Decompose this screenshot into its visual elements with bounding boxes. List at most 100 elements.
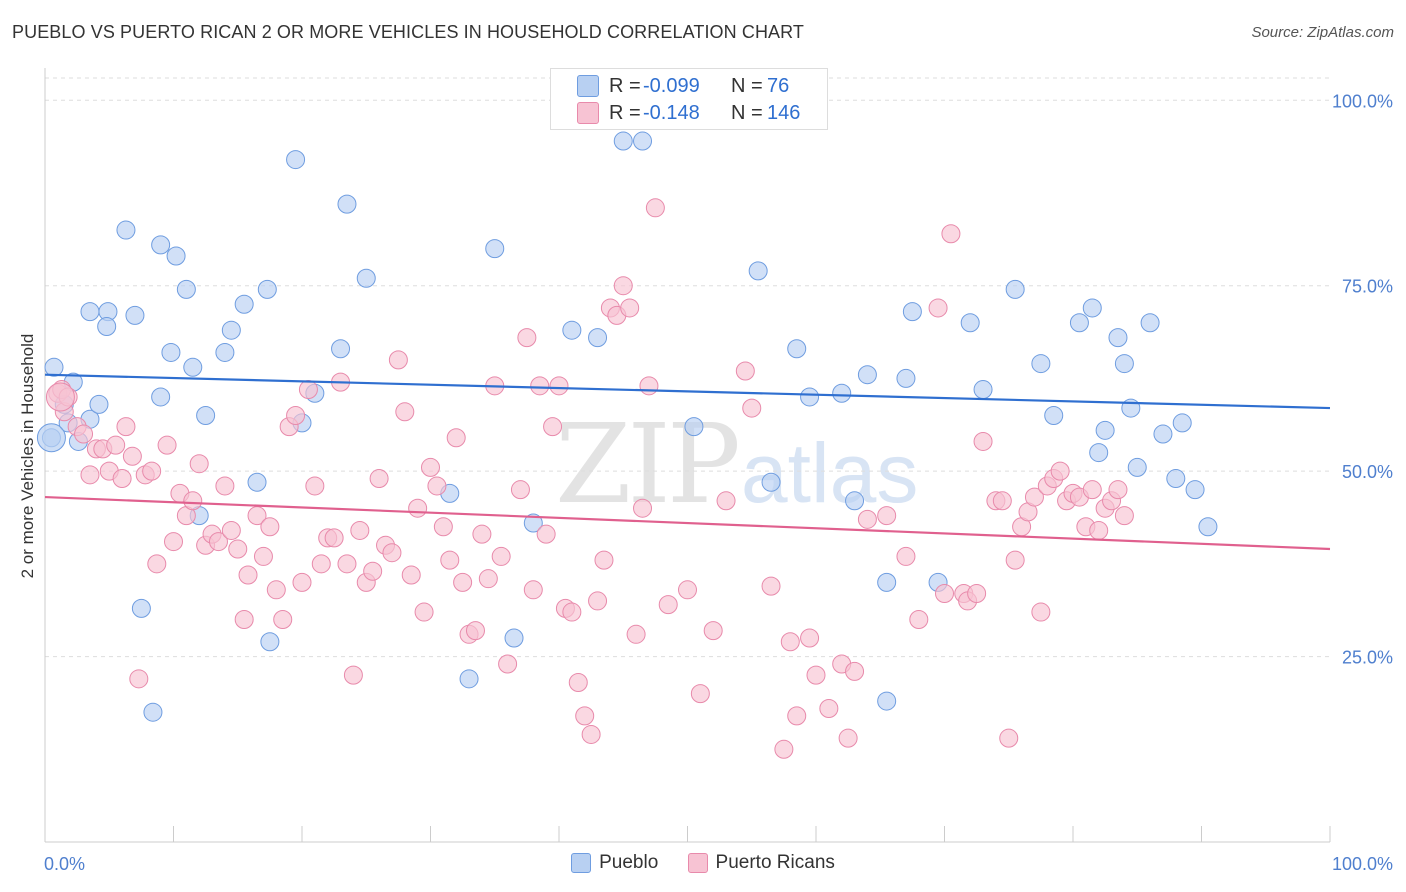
puerto-ricans-point (594, 550, 614, 570)
puerto-ricans-point (536, 524, 556, 544)
puerto-ricans-point (122, 446, 142, 466)
tick-labels: 100.0% 75.0% 50.0% 25.0% 0.0% 100.0% (44, 91, 1393, 874)
pueblo-point (337, 194, 357, 214)
n-value: 76 (767, 74, 790, 97)
puerto-ricans-point (806, 665, 826, 685)
puerto-ricans-point (363, 561, 383, 581)
pueblo-point (1127, 457, 1147, 477)
puerto-ricans-point-large (45, 382, 75, 412)
puerto-ricans-point (414, 602, 434, 622)
x-tick-label: 0.0% (44, 854, 85, 874)
pueblo-point (1140, 313, 1160, 333)
pueblo-point (356, 268, 376, 288)
puerto-ricans-point (116, 417, 136, 437)
puerto-ricans-point (568, 673, 588, 693)
puerto-ricans-point (440, 550, 460, 570)
n-label: N = (731, 74, 763, 97)
y-tick-label: 75.0% (1342, 277, 1393, 297)
puerto-ricans-point (388, 350, 408, 370)
puerto-ricans-point (633, 498, 653, 518)
series-puerto-ricans (45, 198, 1134, 759)
puerto-ricans-point (472, 524, 492, 544)
x-tick-label: 100.0% (1332, 854, 1393, 874)
puerto-ricans-point (324, 528, 344, 548)
pueblo-point (116, 220, 136, 240)
puerto-ricans-point (465, 621, 485, 641)
legend-label-puerto-ricans: Puerto Ricans (715, 852, 835, 873)
puerto-ricans-point (935, 584, 954, 604)
puerto-ricans-point (703, 621, 723, 641)
puerto-ricans-point (1050, 461, 1070, 481)
puerto-ricans-point (453, 572, 473, 592)
pueblo-point (143, 702, 163, 722)
puerto-ricans-point (787, 706, 807, 726)
pueblo-point (331, 339, 351, 359)
puerto-ricans-point (543, 417, 563, 437)
puerto-ricans-point (620, 298, 640, 318)
puerto-ricans-point (421, 457, 440, 477)
puerto-ricans-point (395, 402, 415, 422)
pueblo-point (151, 387, 171, 407)
legend-item-pueblo[interactable]: Pueblo (571, 852, 658, 874)
puerto-ricans-point (967, 584, 987, 604)
pueblo-point (247, 472, 267, 492)
y-tick-label: 100.0% (1332, 91, 1393, 111)
pueblo-point (176, 279, 196, 299)
puerto-ricans-point (382, 543, 402, 563)
pueblo-point (257, 279, 277, 299)
puerto-ricans-point (523, 580, 543, 600)
puerto-ricans-point (645, 198, 665, 218)
pueblo-point (485, 239, 505, 259)
puerto-ricans-point (774, 739, 794, 759)
pueblo-point (832, 383, 852, 403)
puerto-ricans-point (549, 376, 569, 396)
puerto-ricans-point (106, 435, 126, 455)
puerto-ricans-point (510, 480, 530, 500)
pueblo-point (504, 628, 524, 648)
puerto-ricans-swatch (577, 102, 599, 124)
pueblo-point (260, 632, 280, 652)
pueblo-point (196, 405, 216, 425)
puerto-ricans-point (690, 684, 710, 704)
puerto-ricans-point (311, 554, 331, 574)
puerto-ricans-point (639, 376, 659, 396)
pueblo-point (44, 357, 64, 377)
pueblo-point (902, 302, 922, 322)
puerto-ricans-point (401, 565, 421, 585)
puerto-ricans-point (369, 469, 389, 489)
puerto-ricans-point (337, 554, 357, 574)
puerto-ricans-point (189, 454, 209, 474)
pueblo-point (857, 365, 877, 385)
pueblo-point (1185, 480, 1205, 500)
legend-item-puerto-ricans[interactable]: Puerto Ricans (687, 852, 835, 874)
pueblo-point (845, 491, 865, 511)
pueblo-point (166, 246, 186, 266)
chart-title: PUEBLO VS PUERTO RICAN 2 OR MORE VEHICLE… (12, 22, 805, 42)
puerto-ricans-point (658, 595, 678, 615)
puerto-ricans-point (221, 520, 241, 540)
puerto-ricans-point (343, 665, 363, 685)
pueblo-point (896, 368, 916, 388)
n-value: 146 (767, 101, 801, 124)
puerto-ricans-point (575, 706, 595, 726)
puerto-ricans-point (208, 532, 228, 552)
puerto-ricans-point (780, 632, 800, 652)
puerto-ricans-point (562, 602, 582, 622)
axes (44, 68, 1331, 843)
puerto-ricans-point (819, 698, 839, 718)
puerto-ricans-point (478, 569, 498, 589)
pueblo-point (1082, 298, 1102, 318)
puerto-ricans-point (491, 546, 511, 566)
pueblo-point (960, 313, 980, 333)
pueblo-point (1069, 313, 1089, 333)
puerto-ricans-point (112, 469, 132, 489)
pueblo-point (787, 339, 807, 359)
puerto-ricans-point (433, 517, 453, 537)
puerto-ricans-point (992, 491, 1012, 511)
pueblo-point (588, 328, 608, 348)
puerto-ricans-point (1108, 480, 1128, 500)
pueblo-point (877, 572, 897, 592)
puerto-ricans-point (260, 517, 280, 537)
puerto-ricans-point (973, 431, 993, 451)
puerto-ricans-point (446, 428, 466, 448)
